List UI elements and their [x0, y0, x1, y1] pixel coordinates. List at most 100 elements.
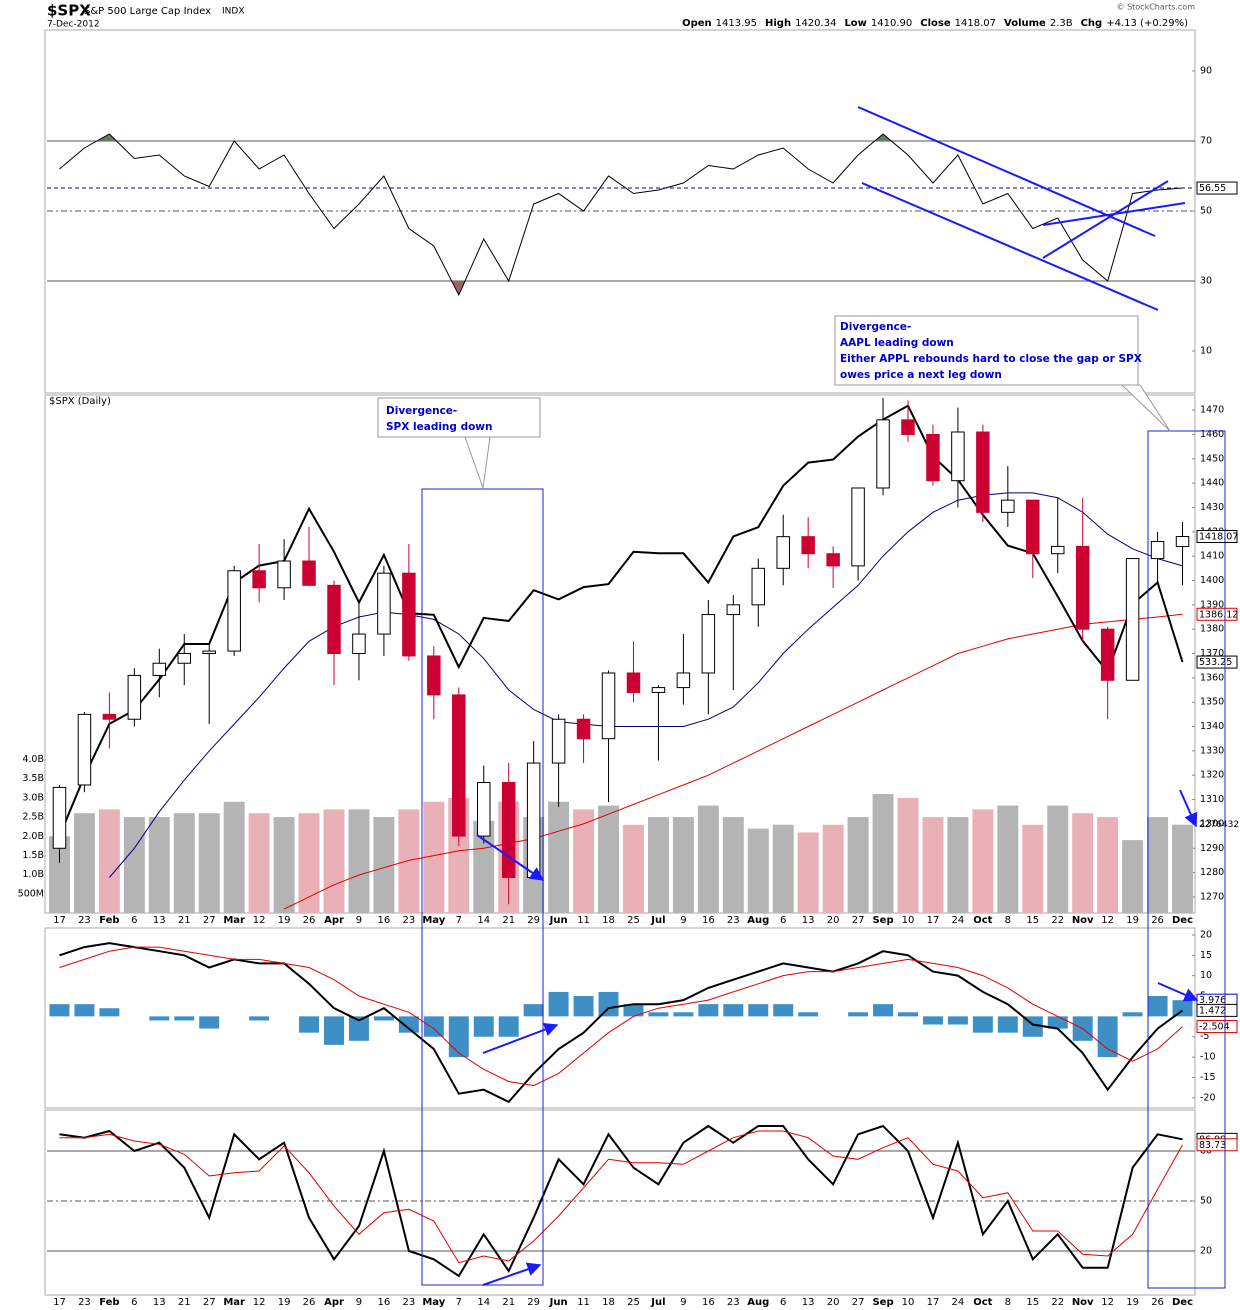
volume-bar	[872, 794, 894, 913]
candle-body	[876, 419, 890, 489]
panel-frame	[44, 29, 1196, 394]
volume-bar	[398, 809, 420, 913]
volume-bar	[622, 824, 644, 913]
candle-body	[651, 687, 666, 693]
x-tick-label: 29	[527, 1297, 540, 1308]
x-tick-label: 25	[627, 915, 640, 926]
x-tick-label: 26	[1151, 1297, 1164, 1308]
x-tick-label: 13	[802, 915, 815, 926]
volume-bar	[73, 813, 95, 913]
x-tick-label: Jun	[549, 915, 568, 926]
x-tick-label: 19	[1126, 1297, 1139, 1308]
quote: Open 1413.95 High 1420.34 Low 1410.90 Close 141…	[682, 18, 1188, 29]
x-tick-label: 18	[602, 1297, 615, 1308]
x-tick-label: Nov	[1072, 1297, 1094, 1308]
volume-bar	[573, 809, 595, 913]
x-tick-label: Jun	[549, 1297, 568, 1308]
x-tick-label: Aug	[747, 1297, 769, 1308]
x-tick-label: 27	[852, 1297, 865, 1308]
histogram-bar	[398, 1016, 419, 1033]
histogram-bar	[873, 1004, 894, 1017]
histogram-bar	[199, 1016, 220, 1029]
x-tick-label: 29	[527, 915, 540, 926]
x-tick-label: 9	[680, 915, 686, 926]
volume-bar	[173, 813, 195, 913]
histogram-bar	[548, 991, 569, 1017]
volume-tick-label: 3.0B	[22, 792, 44, 803]
histogram-bar	[1047, 1016, 1068, 1029]
quote-value: 1410.90	[871, 18, 912, 29]
quote-value: 1418.07	[955, 18, 996, 29]
value-label: 83.73	[1199, 1140, 1226, 1151]
candle-body	[127, 674, 142, 720]
candle-body	[102, 713, 117, 720]
candle-body	[526, 762, 541, 878]
candle-body	[277, 560, 291, 589]
y-tick-label: 1300	[1200, 818, 1224, 829]
x-tick-label: Oct	[973, 1297, 992, 1308]
quote-label: Open	[682, 18, 712, 29]
x-tick-label: Oct	[973, 915, 992, 926]
y-tick-label: 1270	[1200, 891, 1224, 902]
candle-body	[227, 570, 241, 652]
candle-body	[976, 431, 990, 513]
volume-bar	[847, 817, 869, 913]
callout-box	[377, 397, 541, 438]
value-box	[1196, 1020, 1238, 1034]
x-tick-label: 27	[852, 915, 865, 926]
x-tick-label: May	[422, 915, 445, 926]
volume-bar	[722, 817, 744, 913]
histogram-bar	[523, 1004, 544, 1017]
y-tick-label: 1340	[1200, 721, 1224, 732]
quote-label: Low	[844, 18, 866, 29]
volume-bar	[897, 797, 919, 913]
x-tick-label: 20	[827, 1297, 840, 1308]
quote-value: 1413.95	[716, 18, 757, 29]
histogram-bar	[898, 1012, 918, 1017]
x-tick-label: Mar	[223, 1297, 245, 1308]
volume-bar	[1072, 813, 1094, 913]
value-label: 533.25	[1199, 657, 1232, 668]
x-tick-label: 15	[1026, 1297, 1039, 1308]
x-tick-label: Dec	[1172, 915, 1193, 926]
value-box	[1196, 1003, 1238, 1017]
value-box	[1196, 181, 1238, 195]
y-tick-label: 1310	[1200, 794, 1224, 805]
volume-tick-label: 1.5B	[22, 850, 44, 861]
candle-body	[327, 584, 341, 655]
x-tick-label: 14	[477, 1297, 490, 1308]
candle-body	[1175, 536, 1190, 548]
y-tick-label: 1290	[1200, 843, 1224, 854]
value-label: -2.504	[1199, 1022, 1230, 1033]
y-tick-label: 1360	[1200, 672, 1224, 683]
candle-body	[726, 604, 741, 616]
x-tick-label: 21	[502, 1297, 515, 1308]
histogram-bar	[423, 1016, 444, 1037]
value-label: 3.976	[1199, 995, 1226, 1006]
x-tick-label: 13	[153, 1297, 166, 1308]
x-tick-label: 17	[53, 1297, 66, 1308]
highlight-box	[421, 488, 544, 1286]
x-tick-label: 11	[577, 915, 590, 926]
candle-body	[352, 633, 366, 655]
candle-body	[601, 672, 616, 740]
volume-bar	[947, 817, 969, 913]
x-tick-label: Nov	[1072, 915, 1094, 926]
histogram-bar	[498, 1016, 519, 1037]
histogram-bar	[324, 1016, 344, 1045]
callout-text: Divergence-	[840, 321, 911, 333]
volume-bar	[797, 832, 819, 913]
value-box	[1196, 530, 1238, 544]
candle-body	[177, 653, 192, 664]
histogram-bar	[74, 1004, 95, 1017]
x-tick-label: 24	[952, 915, 965, 926]
x-tick-label: 16	[378, 1297, 391, 1308]
x-tick-label: 24	[952, 1297, 965, 1308]
x-tick-label: Feb	[99, 915, 119, 926]
annotation-layer: Divergence- SPX leading down Divergence-…	[377, 106, 1226, 1289]
y-tick-label: 30	[1200, 275, 1212, 286]
arrow	[1157, 982, 1199, 1002]
y-tick-label: 10	[1200, 345, 1212, 356]
y-tick-label: 70	[1200, 135, 1212, 146]
candle-body	[1150, 541, 1165, 560]
